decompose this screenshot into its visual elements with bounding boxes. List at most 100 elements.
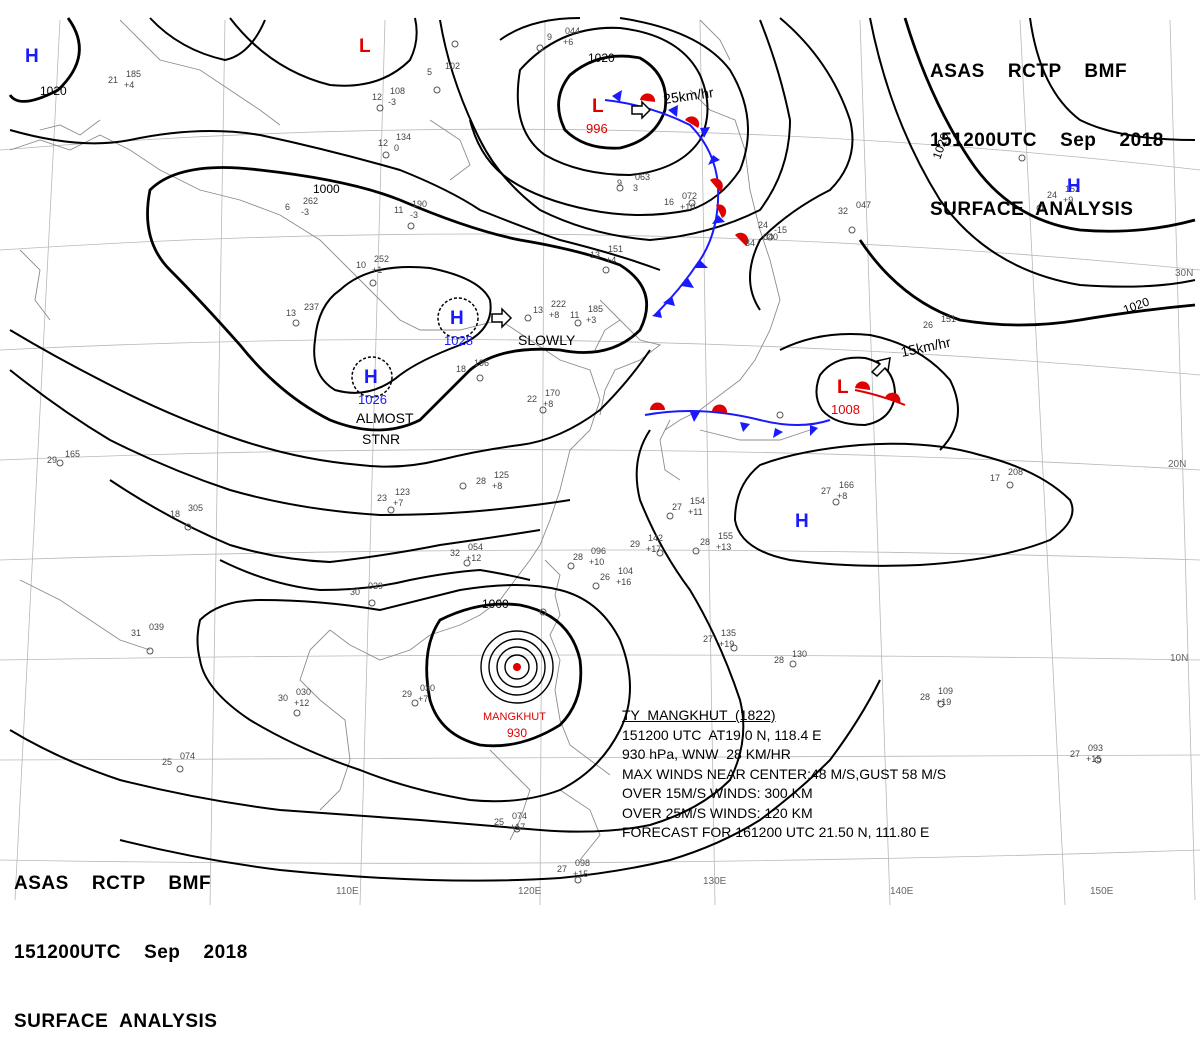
station-temperature: 31 — [131, 628, 141, 638]
pressure-center-h: H — [25, 46, 39, 67]
longitude-label: 140E — [890, 886, 914, 897]
station-pressure: 096 — [591, 546, 606, 556]
dashed-high-rings — [351, 297, 479, 398]
pressure-center-h: H — [450, 308, 464, 329]
station-temperature: 13 — [590, 250, 600, 260]
pressure-center-h: H — [1067, 176, 1081, 197]
station-tendency: +3 — [586, 315, 596, 325]
station-temperature: 25 — [494, 817, 504, 827]
station-tendency: +7 — [393, 498, 403, 508]
station-temperature: 29 — [47, 455, 57, 465]
station-tendency: +9 — [1063, 195, 1073, 205]
station-pressure: 104 — [618, 566, 633, 576]
latitude-label: 20N — [1168, 459, 1186, 470]
station-pressure: 074 — [512, 811, 527, 821]
station-pressure: 030 — [420, 683, 435, 693]
header-bottom-left: ASAS RCTP BMF 151200UTC Sep 2018 SURFACE… — [14, 826, 248, 1056]
station-tendency: +10 — [589, 557, 604, 567]
station-temperature: 13 — [533, 305, 543, 315]
station-pressure: 040 — [763, 232, 778, 242]
movement-label: ALMOST — [356, 410, 414, 426]
isobar-label: 1020 — [40, 84, 67, 98]
station-tendency: +13 — [716, 542, 731, 552]
header-datetime: 151200UTC Sep 2018 — [930, 130, 1164, 151]
station-tendency: +16 — [616, 577, 631, 587]
station-temperature: 23 — [377, 493, 387, 503]
station-pressure: 208 — [1008, 467, 1023, 477]
pressure-center-h: H — [795, 511, 809, 532]
station-pressure: 262 — [303, 196, 318, 206]
station-temperature: 10 — [356, 260, 366, 270]
station-tendency: -15 — [774, 225, 787, 235]
station-pressure: 098 — [575, 858, 590, 868]
station-tendency: -3 — [301, 207, 309, 217]
station-tendency: +19 — [719, 639, 734, 649]
header-agency: ASAS RCTP BMF — [14, 873, 212, 894]
movement-arrows — [491, 100, 891, 378]
typhoon-info-box: TY MANGKHUT (1822) 151200 UTC AT19.0 N, … — [622, 706, 946, 843]
graticule — [0, 19, 1200, 906]
station-pressure: 222 — [551, 299, 566, 309]
latitude-label: 30N — [1175, 268, 1193, 279]
station-pressure: 154 — [690, 496, 705, 506]
station-pressure: 074 — [180, 751, 195, 761]
station-tendency: +11 — [688, 507, 703, 517]
arrow-H1028 — [491, 307, 513, 329]
station-temperature: 18 — [170, 509, 180, 519]
station-tendency: +1 — [372, 265, 382, 275]
typhoon-info-line: TY MANGKHUT (1822) — [622, 707, 776, 723]
station-pressure: 185 — [126, 69, 141, 79]
station-tendency: +8 — [549, 310, 559, 320]
station-tendency: +10 — [680, 202, 695, 212]
movement-label: SLOWLY — [518, 332, 576, 348]
station-temperature: 30 — [350, 587, 360, 597]
station-pressure: 185 — [588, 304, 603, 314]
station-tendency: +4 — [124, 80, 134, 90]
station-pressure: 151 — [941, 314, 956, 324]
station-pressure: 134 — [396, 132, 411, 142]
longitude-label: 110E — [336, 886, 359, 897]
station-pressure: 072 — [682, 191, 697, 201]
station-pressure: 196 — [474, 358, 489, 368]
station-temperature: 34 — [745, 238, 755, 248]
station-temperature: 27 — [557, 864, 567, 874]
station-pressure: 063 — [635, 172, 650, 182]
station-pressure: 044 — [565, 26, 580, 36]
pressure-center-value: 1026 — [358, 392, 387, 407]
weather-map: 21185+412108-312134011190-36262-310252+1… — [0, 17, 1200, 906]
station-temperature: 28 — [700, 537, 710, 547]
station-temperature: 24 — [1047, 190, 1057, 200]
station-tendency: +6 — [563, 37, 573, 47]
station-temperature: 22 — [527, 394, 537, 404]
typhoon-info-line: OVER 25M/S WINDS: 120 KM — [622, 804, 813, 821]
grid-labels: 110E 120E 130E 140E 150E 30N 20N 10N — [336, 268, 1193, 897]
station-tendency: -3 — [388, 97, 396, 107]
pressure-center-h: H — [364, 367, 378, 388]
station-temperature: 25 — [162, 757, 172, 767]
isobars — [8, 17, 1196, 882]
station-pressure: 170 — [545, 388, 560, 398]
station-tendency: +17 — [510, 822, 525, 832]
station-pressure: 039 — [149, 622, 164, 632]
station-temperature: 27 — [1070, 749, 1080, 759]
station-pressure: 047 — [856, 200, 871, 210]
movement-label: STNR — [362, 431, 400, 447]
station-pressure: 054 — [468, 542, 483, 552]
header-top-right: ASAS RCTP BMF 151200UTC Sep 2018 SURFACE… — [930, 14, 1164, 244]
station-temperature: 9 — [547, 32, 552, 42]
pressure-center-l: L — [359, 36, 371, 57]
arrow-L996 — [631, 100, 652, 120]
station-temperature: 12 — [372, 92, 382, 102]
station-pressure: 108 — [390, 86, 405, 96]
station-pressure: 093 — [1088, 743, 1103, 753]
station-temperature: 13 — [286, 308, 296, 318]
header-agency: ASAS RCTP BMF — [930, 61, 1128, 82]
station-pressure: 165 — [65, 449, 80, 459]
station-tendency: -3 — [410, 210, 418, 220]
pressure-center-value: 1028 — [444, 333, 473, 348]
station-temperature: 32 — [450, 548, 460, 558]
station-tendency: +15 — [573, 869, 588, 879]
station-temperature: 29 — [630, 539, 640, 549]
isobar-label: 1000 — [482, 597, 509, 611]
